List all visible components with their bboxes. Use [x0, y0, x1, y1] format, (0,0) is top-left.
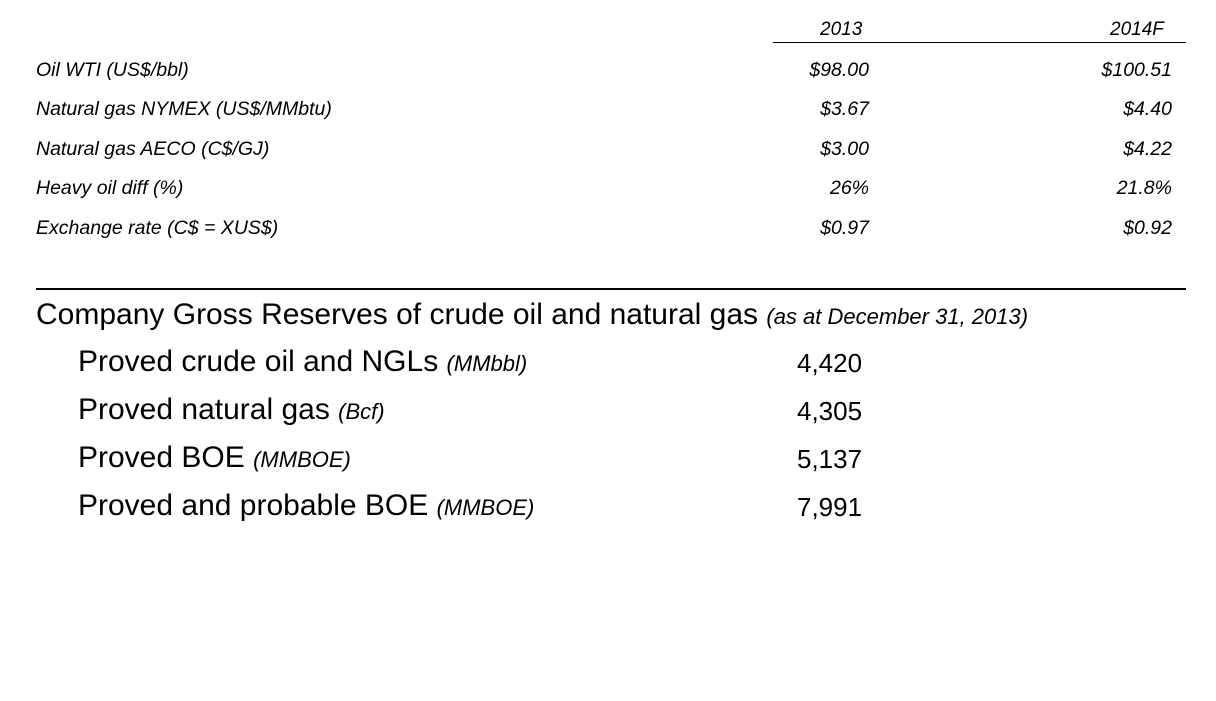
reserve-label: Proved and probable BOE (MMBOE) — [78, 489, 534, 523]
reserve-unit: (MMbbl) — [446, 351, 528, 376]
reserve-label: Proved BOE (MMBOE) — [78, 441, 351, 475]
value-2013: $3.00 — [820, 138, 869, 160]
row-label: Oil WTI (US$/bbl) — [36, 59, 189, 81]
reserves-title-text: Company Gross Reserves of crude oil and … — [36, 298, 759, 331]
reserve-value: 5,137 — [797, 444, 863, 474]
value-2014f: $4.22 — [1123, 138, 1172, 160]
reserve-unit: (MMBOE) — [253, 447, 351, 472]
row-label: Natural gas NYMEX (US$/MMbtu) — [36, 98, 332, 120]
value-2013: $98.00 — [809, 59, 869, 81]
reserve-label-text: Proved natural gas — [78, 393, 330, 426]
row-label: Natural gas AECO (C$/GJ) — [36, 138, 270, 160]
section-divider — [36, 288, 1186, 290]
reserve-label-text: Proved BOE — [78, 441, 245, 474]
column-header-2014f: 2014F — [1110, 19, 1164, 40]
value-2014f: $4.40 — [1123, 98, 1172, 120]
reserve-label-text: Proved and probable BOE — [78, 489, 429, 522]
reserve-value: 4,305 — [797, 396, 863, 426]
reserve-value: 7,991 — [797, 492, 863, 522]
reserve-unit: (MMBOE) — [436, 495, 535, 520]
reserve-unit: (Bcf) — [338, 399, 385, 424]
value-2014f: 21.8% — [1116, 177, 1172, 199]
header-rule — [773, 42, 1186, 43]
value-2013: $0.97 — [820, 217, 869, 239]
reserve-label: Proved crude oil and NGLs (MMbbl) — [78, 345, 527, 379]
value-2014f: $0.92 — [1123, 217, 1172, 239]
row-label: Exchange rate (C$ = XUS$) — [36, 217, 279, 239]
reserve-label: Proved natural gas (Bcf) — [78, 393, 385, 427]
value-2013: 26% — [829, 177, 869, 199]
reserve-label-text: Proved crude oil and NGLs — [78, 345, 439, 378]
value-2013: $3.67 — [820, 98, 869, 120]
reserves-title: Company Gross Reserves of crude oil and … — [36, 298, 1028, 332]
row-label: Heavy oil diff (%) — [36, 177, 184, 199]
reserve-value: 4,420 — [797, 348, 863, 378]
reserves-title-note: (as at December 31, 2013) — [766, 304, 1029, 329]
value-2014f: $100.51 — [1101, 59, 1173, 81]
column-header-2013: 2013 — [820, 19, 863, 40]
